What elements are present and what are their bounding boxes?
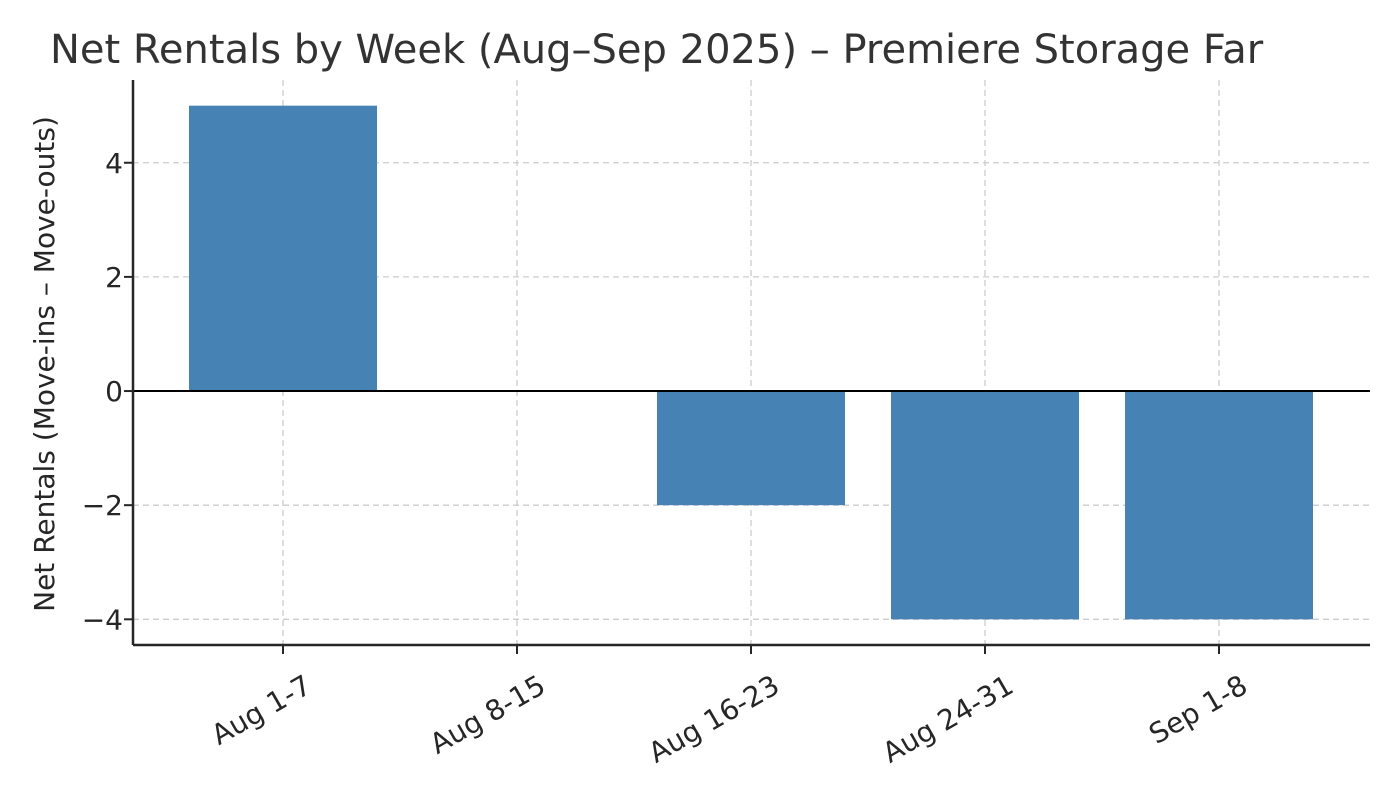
x-tick-label: Aug 1-7	[206, 668, 317, 751]
x-tick-label: Aug 16-23	[643, 668, 785, 769]
bar	[657, 391, 845, 506]
chart-title: Net Rentals by Week (Aug–Sep 2025) – Pre…	[50, 27, 1264, 73]
y-tick-label: 2	[105, 261, 123, 294]
bar	[189, 105, 377, 392]
y-tick-label: 4	[105, 147, 123, 180]
y-tick-label: 0	[105, 375, 123, 408]
x-ticks: Aug 1-7 Aug 8-15 Aug 16-23 Aug 24-31 Sep 1-8	[206, 645, 1253, 770]
bar	[891, 391, 1079, 620]
x-tick-label: Aug 8-15	[424, 668, 551, 760]
y-tick-label: −2	[82, 489, 123, 522]
bars	[189, 105, 1313, 620]
x-tick-label: Sep 1-8	[1143, 668, 1253, 750]
bar	[1125, 391, 1313, 620]
y-tick-label: −4	[82, 603, 123, 636]
y-axis-label: Net Rentals (Move-ins – Move-outs)	[28, 116, 61, 612]
y-ticks: 4 2 0 −2 −4	[82, 147, 133, 636]
x-tick-label: Aug 24-31	[877, 668, 1019, 769]
